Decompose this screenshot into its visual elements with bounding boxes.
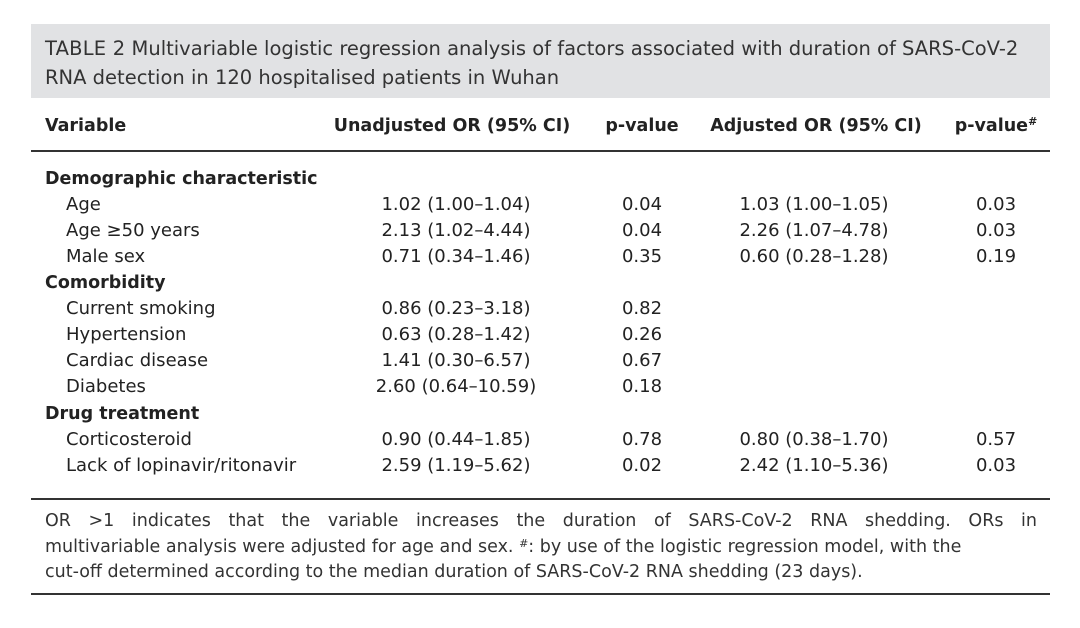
row-p-value-adjusted: 0.19 [975, 246, 1017, 267]
row-variable: Hypertension [66, 324, 187, 345]
table-footnote: OR >1 indicates that the variable increa… [45, 509, 1037, 586]
group-title: Comorbidity [45, 273, 166, 293]
header-p-value: p-value [605, 116, 679, 136]
row-unadjusted-or: 0.86 (0.23–3.18) [381, 298, 531, 319]
row-variable: Age ≥50 years [66, 220, 200, 241]
footnote-line: multivariable analysis were adjusted for… [45, 535, 1037, 561]
row-p-value: 0.04 [621, 220, 663, 241]
row-p-value: 0.67 [621, 350, 663, 371]
row-adjusted-or: 1.03 (1.00–1.05) [739, 194, 889, 215]
row-unadjusted-or: 1.02 (1.00–1.04) [381, 194, 531, 215]
row-p-value: 0.18 [621, 376, 663, 397]
header-p-value-adjusted: p-value# [945, 113, 1047, 139]
row-adjusted-or: 2.42 (1.10–5.36) [739, 455, 889, 476]
header-variable: Variable [45, 116, 127, 136]
row-unadjusted-or: 0.71 (0.34–1.46) [381, 246, 531, 267]
table-title: Multivariable logistic regression analys… [45, 37, 1019, 89]
row-p-value: 0.82 [621, 298, 663, 319]
header-p-value-adjusted-label: p-value [954, 116, 1029, 136]
row-p-value-adjusted: 0.57 [975, 429, 1017, 450]
row-variable: Corticosteroid [66, 429, 192, 450]
footnote-text: : by use of the logistic regression mode… [528, 536, 962, 557]
row-unadjusted-or: 2.60 (0.64–10.59) [375, 376, 537, 397]
row-unadjusted-or: 0.63 (0.28–1.42) [381, 324, 531, 345]
row-p-value-adjusted: 0.03 [975, 455, 1017, 476]
header-adjusted-or: Adjusted OR (95% CI) [710, 116, 922, 136]
table-number: TABLE 2 [45, 37, 126, 60]
row-unadjusted-or: 1.41 (0.30–6.57) [381, 350, 531, 371]
table-caption: TABLE 2 Multivariable logistic regressio… [31, 24, 1050, 98]
row-variable: Male sex [66, 246, 146, 267]
group-title: Demographic characteristic [45, 169, 318, 189]
row-p-value: 0.26 [621, 324, 663, 345]
footnote-text: multivariable analysis were adjusted for… [45, 536, 520, 557]
header-rule [31, 150, 1050, 152]
row-variable: Current smoking [66, 298, 216, 319]
table-bottom-rule [31, 498, 1050, 500]
row-p-value: 0.04 [621, 194, 663, 215]
row-variable: Diabetes [66, 376, 146, 397]
row-unadjusted-or: 2.59 (1.19–5.62) [381, 455, 531, 476]
group-title: Drug treatment [45, 404, 200, 424]
footnote-bottom-rule [31, 593, 1050, 595]
row-variable: Age [66, 194, 101, 215]
row-adjusted-or: 0.80 (0.38–1.70) [739, 429, 889, 450]
row-adjusted-or: 2.26 (1.07–4.78) [739, 220, 889, 241]
footnote-line: OR >1 indicates that the variable increa… [45, 511, 1037, 531]
row-unadjusted-or: 2.13 (1.02–4.44) [381, 220, 531, 241]
row-variable: Lack of lopinavir/ritonavir [66, 455, 297, 476]
header-unadjusted-or: Unadjusted OR (95% CI) [333, 116, 571, 136]
row-variable: Cardiac disease [66, 350, 209, 371]
row-p-value: 0.35 [621, 246, 663, 267]
footnote-line: cut-off determined according to the medi… [45, 562, 863, 582]
row-p-value: 0.78 [621, 429, 663, 450]
row-p-value: 0.02 [621, 455, 663, 476]
row-p-value-adjusted: 0.03 [975, 220, 1017, 241]
row-adjusted-or: 0.60 (0.28–1.28) [739, 246, 889, 267]
row-p-value-adjusted: 0.03 [975, 194, 1017, 215]
row-unadjusted-or: 0.90 (0.44–1.85) [381, 429, 531, 450]
header-p-value-mark: # [1028, 115, 1038, 128]
footnote-mark: # [519, 536, 529, 550]
